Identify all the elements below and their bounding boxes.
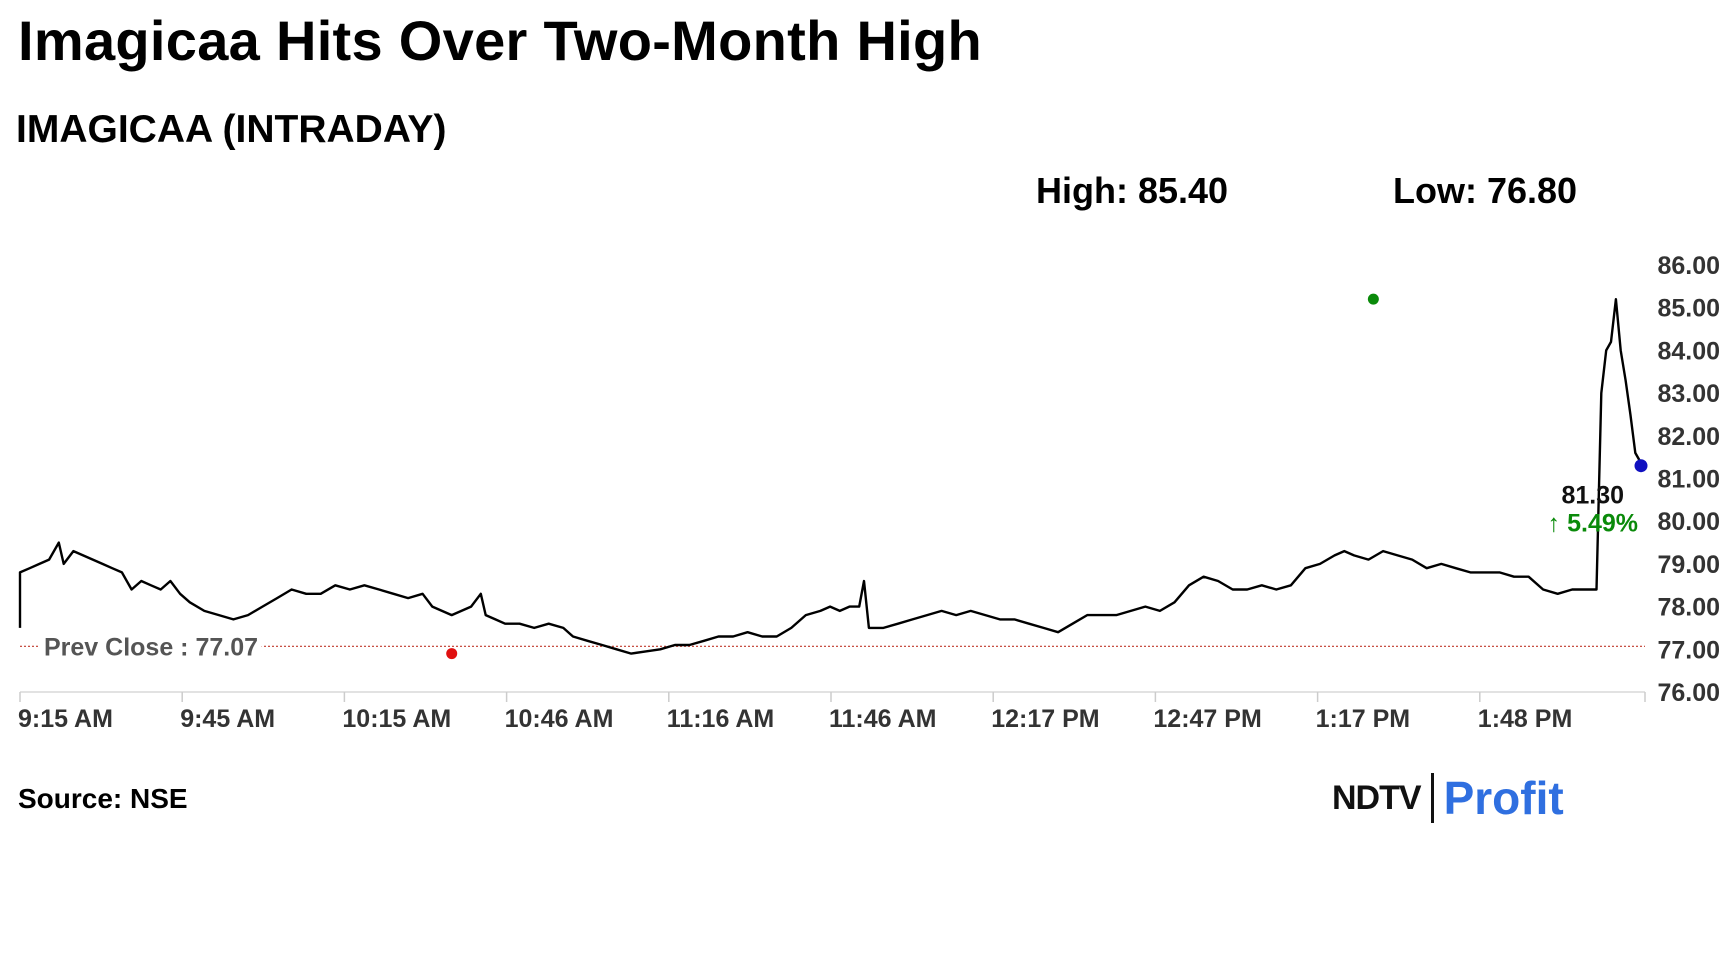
x-tick-label: 11:16 AM xyxy=(667,705,774,733)
chart-subtitle: IMAGICAA (INTRADAY) xyxy=(16,108,447,151)
y-tick-label: 84.00 xyxy=(1657,337,1720,365)
y-tick-label: 76.00 xyxy=(1657,679,1720,707)
last-price-marker xyxy=(1634,459,1648,473)
prev-close-group: Prev Close : 77.07 xyxy=(20,626,1645,668)
low-point-marker xyxy=(446,648,458,660)
y-tick-label: 86.00 xyxy=(1657,252,1720,280)
high-stat: High: 85.40 xyxy=(1036,170,1229,211)
price-change-label: ↑ 5.49% xyxy=(1548,510,1638,538)
last-price-label: 81.30 xyxy=(1561,482,1624,510)
logo-ndtv-text: NDTV xyxy=(1332,778,1422,817)
y-tick-label: 78.00 xyxy=(1657,594,1720,622)
ndtv-profit-logo: NDTV Profit xyxy=(1332,770,1564,826)
intraday-line-chart: 9:15 AM 9:45 AM 10:15 AM 10:46 AM 11:16 AM 11… xyxy=(18,252,1720,733)
logo-profit-text: Profit xyxy=(1443,772,1564,824)
x-tick-label: 11:46 AM xyxy=(829,705,936,733)
y-tick-label: 82.00 xyxy=(1657,423,1720,451)
x-tick-label: 12:47 PM xyxy=(1153,705,1261,733)
y-axis: 86.00 85.00 84.00 83.00 82.00 81.00 80.00 79.00… xyxy=(1657,252,1720,707)
price-series-line xyxy=(18,298,1646,655)
chart-title: Imagicaa Hits Over Two-Month High xyxy=(18,9,983,72)
y-tick-label: 80.00 xyxy=(1657,508,1720,536)
x-tick-label: 1:17 PM xyxy=(1316,705,1410,733)
x-tick-label: 9:45 AM xyxy=(180,705,275,733)
y-tick-label: 81.00 xyxy=(1657,466,1720,494)
x-tick-label: 9:15 AM xyxy=(18,705,113,733)
low-stat: Low: 76.80 xyxy=(1393,170,1578,211)
y-tick-label: 79.00 xyxy=(1657,551,1720,579)
y-tick-label: 83.00 xyxy=(1657,380,1720,408)
x-tick-label: 10:15 AM xyxy=(342,705,451,733)
prev-close-label: Prev Close : 77.07 xyxy=(44,633,258,661)
x-tick-label: 10:46 AM xyxy=(505,705,614,733)
x-axis: 9:15 AM 9:45 AM 10:15 AM 10:46 AM 11:16 AM 11… xyxy=(18,691,1646,733)
y-tick-label: 77.00 xyxy=(1657,636,1720,664)
high-point-marker xyxy=(1367,293,1379,305)
y-tick-label: 85.00 xyxy=(1657,295,1720,323)
source-note: Source: NSE xyxy=(18,783,188,814)
x-tick-label: 12:17 PM xyxy=(991,705,1099,733)
x-tick-label: 1:48 PM xyxy=(1478,705,1572,733)
logo-divider xyxy=(1430,773,1434,823)
